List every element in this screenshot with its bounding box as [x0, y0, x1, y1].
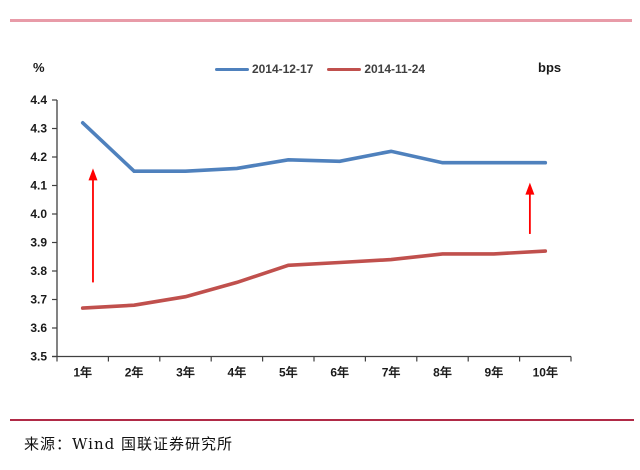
legend-item-series-1: 2014-12-17 — [214, 62, 314, 76]
chart-header: % 2014-12-17 2014-11-24 bps — [0, 58, 640, 80]
series-line-2014-11-24 — [80, 249, 548, 310]
x-tick-label: 7年 — [382, 365, 401, 380]
y-tick-label: 3.9 — [30, 236, 47, 250]
y-tick-label: 4.2 — [30, 150, 47, 164]
y-tick-label: 4.0 — [30, 207, 47, 221]
y-axis-unit-label: % — [33, 60, 45, 75]
x-tick-label: 8年 — [433, 365, 452, 380]
legend-label-series-2: 2014-11-24 — [364, 62, 426, 76]
top-rule-divider — [10, 19, 632, 22]
y-tick-label: 4.1 — [30, 179, 47, 193]
legend-item-series-2: 2014-11-24 — [327, 62, 425, 76]
y-tick-label: 3.5 — [30, 350, 47, 364]
x-tick-label: 2年 — [125, 365, 144, 380]
x-tick-label: 10年 — [533, 365, 558, 380]
line-chart: 4.4 4.3 4.2 4.1 4.0 3.9 3.8 3.7 3.6 3.5 1年 2年 3年 4年 5年… — [30, 93, 572, 380]
up-arrow-head — [525, 182, 535, 195]
x-tick-label: 1年 — [73, 365, 92, 380]
y-tick-label: 3.8 — [30, 264, 47, 278]
x-tick-label: 9年 — [485, 365, 504, 380]
y-tick-label: 3.6 — [30, 321, 47, 335]
up-arrow-head — [88, 168, 98, 181]
legend-label-series-1: 2014-12-17 — [251, 62, 314, 76]
x-tick-label: 4年 — [228, 365, 247, 380]
y-tick-label: 4.4 — [30, 93, 47, 107]
chart-legend: 2014-12-17 2014-11-24 — [0, 58, 640, 80]
x-tick-label: 3年 — [176, 365, 195, 380]
y-tick-label: 4.3 — [30, 122, 47, 136]
legend-swatch-blue — [214, 67, 249, 71]
x-tick-label: 6年 — [330, 365, 349, 380]
y-tick-label: 3.7 — [30, 293, 47, 307]
footer-divider — [10, 419, 634, 421]
right-unit-label: bps — [538, 60, 562, 75]
series-line-2014-12-17 — [80, 121, 548, 173]
x-tick-label: 5年 — [279, 365, 298, 380]
source-note: 来源：Wind 国联证券研究所 — [24, 435, 233, 453]
legend-swatch-red — [327, 67, 362, 71]
